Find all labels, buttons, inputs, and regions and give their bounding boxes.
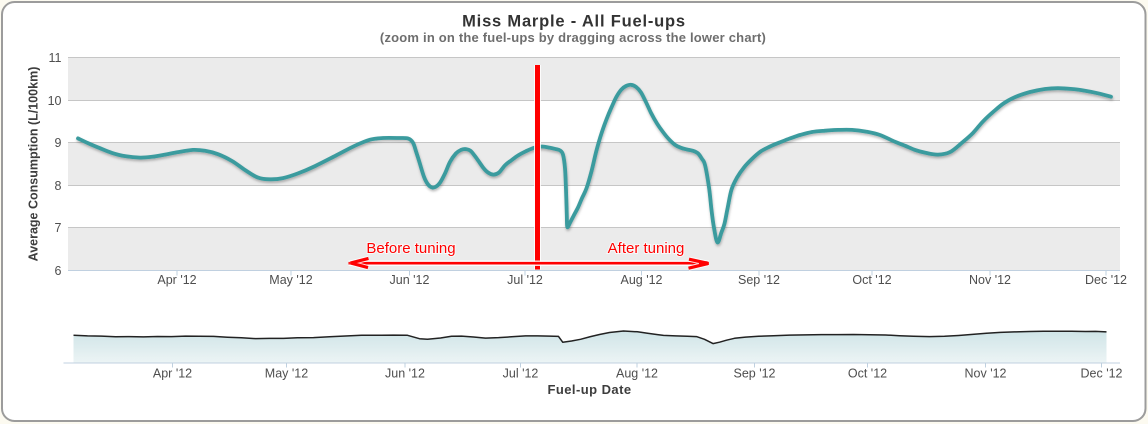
svg-text:Jul '12: Jul '12 <box>503 366 539 380</box>
svg-text:11: 11 <box>49 51 62 65</box>
svg-text:Before tuning: Before tuning <box>366 240 455 257</box>
svg-text:Jun '12: Jun '12 <box>385 366 425 380</box>
svg-text:Apr '12: Apr '12 <box>157 273 196 287</box>
svg-text:May '12: May '12 <box>265 366 308 380</box>
svg-text:Sep '12: Sep '12 <box>733 366 775 380</box>
svg-text:Dec '12: Dec '12 <box>1085 273 1127 287</box>
svg-text:Apr '12: Apr '12 <box>153 366 192 380</box>
svg-text:After tuning: After tuning <box>608 240 685 257</box>
svg-text:9: 9 <box>55 136 62 150</box>
svg-text:Nov '12: Nov '12 <box>969 273 1011 287</box>
svg-text:May '12: May '12 <box>269 273 312 287</box>
svg-text:Jul '12: Jul '12 <box>507 273 543 287</box>
svg-text:Fuel-up Date: Fuel-up Date <box>547 382 631 397</box>
svg-text:Sep '12: Sep '12 <box>738 273 780 287</box>
svg-text:Oct '12: Oct '12 <box>848 366 887 380</box>
svg-text:8: 8 <box>55 179 62 193</box>
svg-text:Aug '12: Aug '12 <box>616 366 658 380</box>
svg-text:Nov '12: Nov '12 <box>965 366 1007 380</box>
svg-text:6: 6 <box>55 264 62 278</box>
svg-text:Oct '12: Oct '12 <box>852 273 891 287</box>
svg-text:7: 7 <box>55 221 62 235</box>
svg-text:Dec '12: Dec '12 <box>1081 366 1123 380</box>
svg-text:Aug '12: Aug '12 <box>620 273 662 287</box>
svg-text:Miss Marple - All Fuel-ups: Miss Marple - All Fuel-ups <box>462 13 686 31</box>
svg-text:10: 10 <box>48 94 62 108</box>
svg-text:Jun '12: Jun '12 <box>390 273 430 287</box>
svg-text:(zoom in on the fuel-ups by dr: (zoom in on the fuel-ups by dragging acr… <box>380 30 766 45</box>
svg-text:Average Consumption (L/100km): Average Consumption (L/100km) <box>27 67 41 262</box>
